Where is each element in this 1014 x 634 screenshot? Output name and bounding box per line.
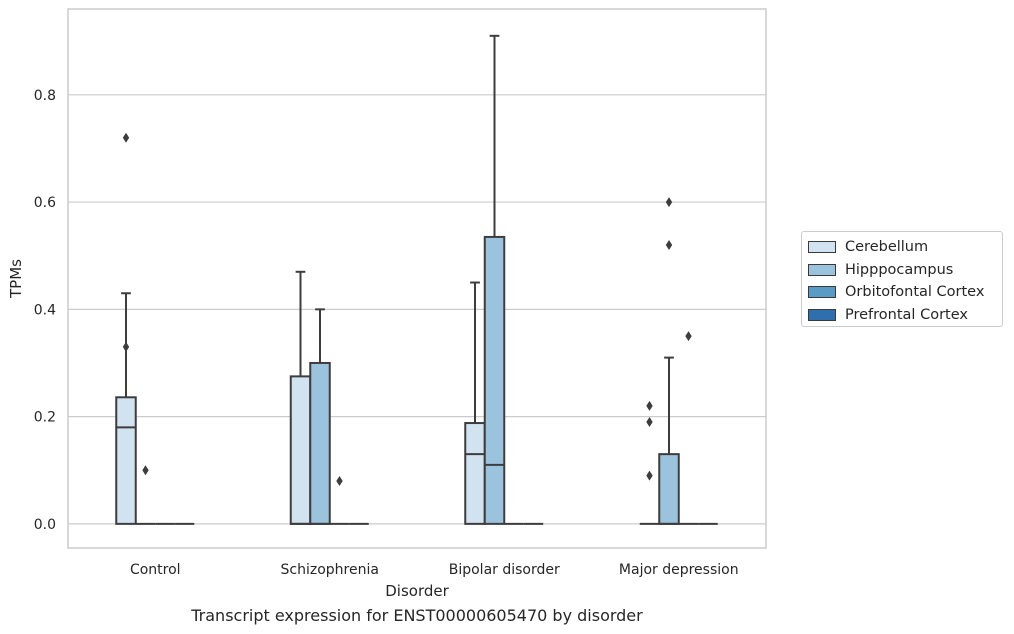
outlier-point [646, 416, 653, 427]
outlier-point [665, 239, 673, 250]
box-orbitofontal-cortex [329, 475, 350, 525]
legend-item: Orbitofontal Cortex [808, 281, 1002, 304]
box [309, 361, 331, 525]
legend-item: Cerebellum [808, 236, 1002, 259]
box-hipppocampus [135, 465, 156, 525]
y-tick-label: 0.0 [34, 517, 56, 533]
plot-frame [67, 8, 767, 549]
box [464, 422, 486, 525]
legend-label: Cerebellum [845, 239, 929, 256]
legend-item: Prefrontal Cortex [808, 304, 1002, 327]
outlier-point [336, 475, 343, 486]
x-tick-label: Bipolar disorder [449, 562, 560, 578]
x-axis-ticks: Control Schizophrenia Bipolar disorder Majo… [130, 562, 739, 578]
box-cerebellum [464, 281, 486, 525]
legend-label: Orbitofontal Cortex [845, 284, 985, 301]
box-orbitofontal-cortex [678, 331, 699, 525]
legend-item: Hipppocampus [808, 259, 1002, 282]
legend-swatch [808, 263, 836, 276]
outlier-point [665, 197, 673, 208]
outlier-point [685, 331, 692, 342]
box [289, 375, 312, 525]
y-tick-label: 0.4 [34, 302, 56, 318]
y-tick-label: 0.8 [34, 88, 56, 104]
legend: Cerebellum Hipppocampus Orbitofontal Corte… [801, 231, 1003, 327]
x-axis-label: Disorder [385, 582, 449, 600]
outlier-point [142, 465, 149, 476]
legend-swatch [808, 241, 836, 254]
box-plots [115, 34, 718, 525]
x-tick-label: Control [130, 562, 181, 578]
box [483, 235, 506, 525]
outlier-point [646, 400, 653, 411]
box-hipppocampus [658, 197, 680, 525]
box-hipppocampus [309, 308, 331, 525]
x-tick-label: Major depression [619, 562, 739, 578]
legend-label: Prefrontal Cortex [845, 306, 968, 323]
outlier-point [122, 132, 130, 143]
y-axis-label: TPMs [7, 259, 25, 299]
box-hipppocampus [483, 34, 506, 525]
legend-swatch [808, 308, 836, 321]
box [115, 396, 137, 525]
chart-title: Transcript expression for ENST0000060547… [191, 606, 643, 625]
outlier-point [122, 341, 130, 352]
y-axis-ticks: 0.0 0.2 0.4 0.6 0.8 [34, 88, 56, 533]
legend-swatch [808, 286, 836, 299]
box [658, 453, 680, 525]
box-cerebellum [639, 400, 660, 525]
outlier-point [646, 470, 653, 481]
y-tick-label: 0.6 [34, 195, 56, 211]
legend-label: Hipppocampus [845, 261, 954, 278]
x-tick-label: Schizophrenia [281, 562, 379, 578]
box-cerebellum [115, 132, 137, 525]
y-tick-label: 0.2 [34, 410, 56, 426]
